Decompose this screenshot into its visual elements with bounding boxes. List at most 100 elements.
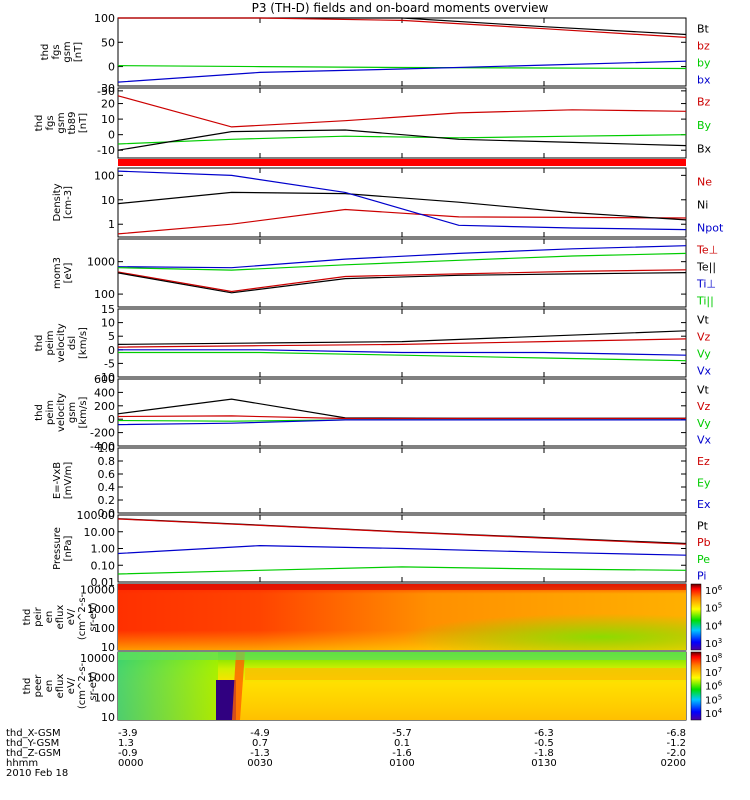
time-axis-value: 1.3 (118, 738, 134, 749)
panel-frame (117, 87, 687, 159)
legend-Vz: Vz (697, 400, 711, 413)
y-axis-label: thd (34, 115, 45, 132)
y-tick-label: 100 (94, 288, 115, 301)
series-line-Te|| (117, 272, 687, 294)
legend-Vx: Vx (697, 434, 712, 447)
series-line-bx (117, 60, 687, 83)
time-axis-value: 0.7 (252, 738, 268, 749)
y-axis-label: gsm (62, 41, 73, 62)
y-tick-label: 10.00 (84, 526, 116, 539)
y-tick-label: -50 (97, 85, 115, 98)
time-axis-table: thd_X-GSM -3.9 -4.9 -5.7 -6.3 -6.8 thd_Y-GSM 1.… (6, 728, 686, 769)
y-tick-label: 10 (101, 113, 115, 126)
legend-Bt: Bt (697, 23, 710, 36)
series-line-Te⊥ (117, 269, 687, 293)
panel-8: 100.00 10.00 1.00 0.10 0.01 Pressure [nPa] Pt Pb… (52, 509, 711, 589)
y-tick-label: 10 (101, 317, 115, 330)
y-axis-label: eflux (55, 605, 66, 630)
series-line-Bx (117, 129, 687, 151)
y-tick-label: 1000 (87, 672, 115, 685)
series-line-by (117, 65, 687, 70)
series-line-Vz (117, 338, 687, 348)
time-axis-row-label: thd_Z-GSM (6, 748, 61, 759)
time-axis-value: 0200 (661, 758, 686, 769)
y-tick-label: 0 (108, 61, 115, 74)
panel-frame (117, 447, 687, 514)
ion-colorbar (690, 583, 702, 651)
y-tick-label: 0.4 (98, 481, 116, 494)
colorbar-tick: 107 (705, 666, 722, 679)
y-axis-label: fgs (45, 115, 56, 130)
y-tick-label: -10 (97, 371, 115, 384)
time-axis-value: -3.9 (118, 728, 138, 739)
electron-colorbar (690, 651, 702, 721)
panel-4: 1000 100 mom3 [eV] Te⊥ Te|| Ti⊥ Ti|| (52, 238, 718, 308)
series-line-Vx (117, 419, 686, 426)
y-axis-label: eflux (55, 674, 66, 699)
y-tick-label: 10 (101, 711, 115, 724)
y-axis-label: peim (45, 330, 56, 355)
series-line-Ne (117, 208, 687, 235)
y-axis-label: sr-eV) (88, 671, 99, 700)
legend-bx: bx (697, 74, 711, 87)
y-tick-label: -5 (104, 357, 115, 370)
y-tick-label: 30 (101, 82, 115, 95)
series-line-Ti⊥ (117, 245, 687, 269)
y-tick-label: 100 (94, 12, 115, 25)
y-tick-label: 0 (108, 344, 115, 357)
y-axis-label: peim (45, 400, 56, 425)
y-axis-label: E=-VxB (52, 462, 63, 499)
series-line-Ni (117, 191, 687, 221)
y-axis-label: thd (34, 404, 45, 421)
time-axis-value: 0000 (118, 758, 143, 769)
colorbar-tick: 104 (705, 707, 723, 720)
colorbar-tick: 103 (705, 637, 722, 650)
legend-Npot: Npot (697, 222, 724, 235)
y-axis-label: mom3 (52, 257, 63, 289)
y-axis-label: [cm-3] (63, 186, 74, 219)
time-axis-value: -1.6 (392, 748, 412, 759)
y-axis-label: sr-eV) (88, 602, 99, 631)
legend-Vx: Vx (697, 365, 712, 378)
time-axis-value: -2.0 (666, 748, 686, 759)
y-axis-label: dsl (67, 336, 78, 350)
colorbar-tick: 108 (705, 652, 722, 665)
legend-Ti⊥: Ti⊥ (696, 278, 716, 291)
chart-title: P3 (TH-D) fields and on-board moments ov… (252, 1, 549, 15)
legend-by: by (697, 57, 711, 70)
time-axis-value: 0100 (389, 758, 414, 769)
y-axis-label: en (44, 680, 55, 693)
colorbar-tick: 104 (705, 619, 723, 632)
time-axis-value: -0.5 (534, 738, 554, 749)
series-line-Vt (117, 330, 687, 345)
series-line-Bz (117, 95, 687, 128)
y-axis-label: fgs (51, 44, 62, 59)
time-axis-value: 0.1 (394, 738, 410, 749)
y-axis-label: [nPa] (63, 535, 74, 561)
y-axis-label: velocity (56, 323, 67, 362)
legend-Vt: Vt (697, 314, 710, 327)
series-line-Pe (117, 566, 687, 575)
y-axis-label: Pressure (52, 527, 63, 570)
y-axis-label: eV/ (66, 608, 77, 625)
series-line-Pb (117, 518, 687, 545)
y-axis-label: tb89 (67, 112, 78, 135)
time-axis-value: 0130 (531, 758, 556, 769)
y-axis-label: [mV/m] (63, 462, 74, 500)
legend-Pi: Pi (697, 570, 706, 583)
time-axis-value: -1.3 (250, 748, 270, 759)
ion-spectrogram (118, 584, 686, 650)
y-axis-label: (cm^2-s- (77, 593, 88, 640)
time-axis-value: -5.7 (392, 728, 412, 739)
time-axis-value: -6.8 (666, 728, 686, 739)
y-tick-label: 1000 (87, 256, 115, 269)
y-axis-label: [km/s] (78, 327, 89, 359)
y-tick-label: 100 (94, 622, 115, 635)
panel-7: 1.00.80.60.40.20.0 E=-VxB [mV/m] Ez Ey Ex (52, 442, 711, 520)
legend-Bx: Bx (697, 142, 712, 155)
panel-frame (117, 378, 687, 447)
legend-Ez: Ez (697, 455, 710, 468)
legend-Te⊥: Te⊥ (696, 244, 718, 257)
